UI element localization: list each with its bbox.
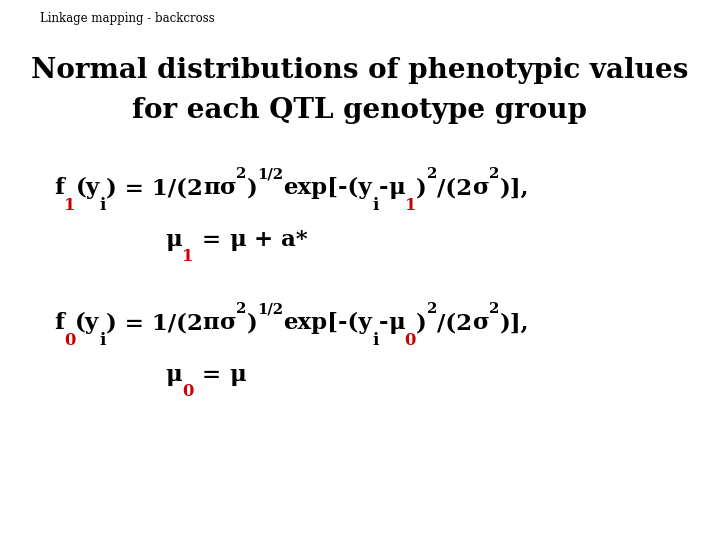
Text: 1/2: 1/2 bbox=[257, 167, 284, 181]
Text: ): ) bbox=[416, 178, 427, 199]
Text: Linkage mapping - backcross: Linkage mapping - backcross bbox=[40, 12, 215, 25]
Text: )],: )], bbox=[500, 178, 529, 199]
Text: 2: 2 bbox=[427, 167, 437, 181]
Text: -: - bbox=[379, 313, 388, 334]
Text: f: f bbox=[54, 313, 64, 334]
Text: )],: )], bbox=[500, 313, 529, 334]
Text: 0: 0 bbox=[182, 383, 194, 400]
Text: (y: (y bbox=[76, 177, 99, 199]
Text: f: f bbox=[54, 178, 64, 199]
Text: 0: 0 bbox=[64, 332, 76, 348]
Text: 1: 1 bbox=[405, 197, 416, 213]
Text: i: i bbox=[99, 332, 106, 348]
Text: exp[-(y: exp[-(y bbox=[284, 177, 372, 199]
Text: i: i bbox=[372, 332, 379, 348]
Text: μ: μ bbox=[166, 364, 182, 386]
Text: Normal distributions of phenotypic values: Normal distributions of phenotypic value… bbox=[31, 57, 689, 84]
Text: 2: 2 bbox=[489, 302, 500, 316]
Text: =: = bbox=[194, 229, 229, 251]
Text: 1: 1 bbox=[64, 197, 76, 213]
Text: ): ) bbox=[246, 313, 257, 334]
Text: ) = 1/(2: ) = 1/(2 bbox=[106, 178, 203, 199]
Text: i: i bbox=[99, 197, 106, 213]
Text: μ: μ bbox=[229, 229, 246, 251]
Text: i: i bbox=[372, 197, 379, 213]
Text: π: π bbox=[203, 178, 220, 199]
Text: σ: σ bbox=[220, 313, 236, 334]
Text: μ: μ bbox=[229, 364, 246, 386]
Text: 0: 0 bbox=[405, 332, 416, 348]
Text: -: - bbox=[379, 178, 388, 199]
Text: σ: σ bbox=[472, 313, 489, 334]
Text: 2: 2 bbox=[236, 302, 246, 316]
Text: for each QTL genotype group: for each QTL genotype group bbox=[132, 97, 588, 124]
Text: ): ) bbox=[416, 313, 427, 334]
Text: /(2: /(2 bbox=[437, 178, 472, 199]
Text: exp[-(y: exp[-(y bbox=[284, 312, 372, 334]
Text: μ: μ bbox=[388, 313, 405, 334]
Text: 1: 1 bbox=[182, 248, 194, 265]
Text: π: π bbox=[202, 313, 220, 334]
Text: σ: σ bbox=[472, 178, 490, 199]
Text: μ: μ bbox=[388, 178, 405, 199]
Text: 1/2: 1/2 bbox=[257, 302, 284, 316]
Text: μ: μ bbox=[166, 229, 182, 251]
Text: ): ) bbox=[247, 178, 257, 199]
Text: σ: σ bbox=[220, 178, 236, 199]
Text: 2: 2 bbox=[427, 302, 437, 316]
Text: 2: 2 bbox=[490, 167, 500, 181]
Text: ) = 1/(2: ) = 1/(2 bbox=[106, 313, 202, 334]
Text: =: = bbox=[194, 364, 229, 386]
Text: 2: 2 bbox=[236, 167, 247, 181]
Text: + a*: + a* bbox=[246, 229, 307, 251]
Text: /(2: /(2 bbox=[437, 313, 472, 334]
Text: (y: (y bbox=[76, 312, 99, 334]
